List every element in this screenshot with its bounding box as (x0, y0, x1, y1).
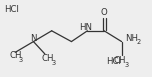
Text: 3: 3 (52, 60, 56, 66)
Text: CH: CH (9, 51, 22, 60)
Text: HN: HN (79, 23, 92, 32)
Text: 3: 3 (19, 57, 23, 63)
Text: 2: 2 (136, 39, 140, 45)
Text: N: N (30, 34, 37, 43)
Text: CH: CH (114, 56, 126, 65)
Text: O: O (101, 8, 107, 17)
Text: HCl: HCl (106, 57, 121, 66)
Text: 3: 3 (125, 62, 129, 68)
Text: HCl: HCl (5, 5, 19, 14)
Text: NH: NH (125, 34, 138, 43)
Text: CH: CH (42, 54, 54, 63)
